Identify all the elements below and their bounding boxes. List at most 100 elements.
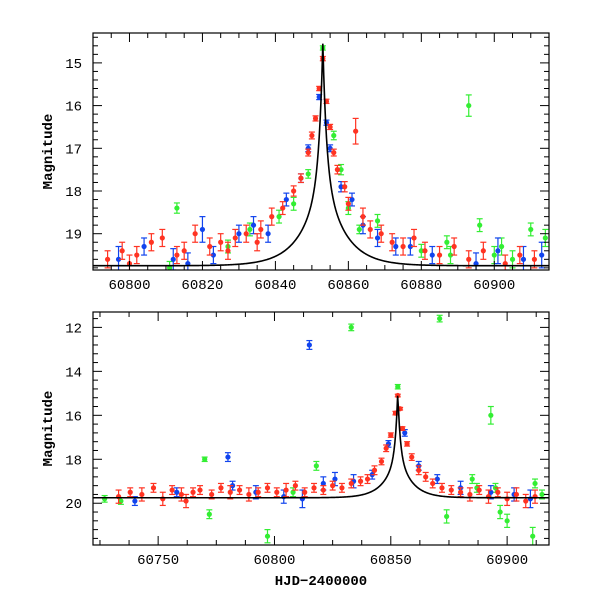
data-point bbox=[302, 489, 308, 495]
data-point bbox=[338, 167, 344, 173]
data-point bbox=[169, 487, 175, 493]
data-point bbox=[225, 248, 231, 254]
data-point bbox=[134, 252, 140, 258]
data-point bbox=[374, 218, 381, 224]
data-point bbox=[531, 256, 538, 262]
data-point bbox=[104, 256, 111, 262]
data-point bbox=[232, 235, 238, 241]
data-point bbox=[118, 498, 124, 504]
data-point bbox=[447, 252, 454, 258]
data-point bbox=[539, 491, 545, 498]
data-point bbox=[434, 476, 440, 482]
data-point bbox=[488, 412, 494, 418]
series-green bbox=[101, 314, 546, 545]
data-point bbox=[423, 474, 429, 480]
data-point bbox=[371, 467, 378, 473]
data-point bbox=[236, 231, 242, 237]
data-point bbox=[418, 248, 424, 254]
data-point bbox=[283, 487, 289, 493]
data-point bbox=[338, 184, 344, 190]
data-point bbox=[411, 235, 417, 241]
data-point bbox=[393, 243, 399, 250]
data-point bbox=[332, 476, 338, 482]
data-point bbox=[520, 256, 527, 262]
x-tick-label: 60840 bbox=[254, 278, 296, 294]
data-point bbox=[430, 480, 436, 487]
data-point bbox=[274, 489, 280, 495]
data-point bbox=[190, 489, 196, 495]
data-point bbox=[495, 489, 501, 495]
y-tick-label: 17 bbox=[65, 142, 82, 158]
data-point bbox=[246, 491, 252, 498]
data-point bbox=[436, 252, 443, 258]
data-point bbox=[327, 124, 333, 130]
y-tick-label: 14 bbox=[65, 365, 82, 381]
data-point bbox=[399, 425, 406, 432]
data-point bbox=[255, 489, 261, 495]
data-point bbox=[330, 483, 336, 489]
data-point bbox=[513, 491, 520, 498]
plot-frame bbox=[92, 311, 550, 546]
data-point bbox=[313, 463, 319, 469]
data-point bbox=[320, 480, 326, 487]
data-point bbox=[202, 456, 208, 462]
data-point bbox=[517, 252, 523, 258]
data-point bbox=[170, 256, 176, 262]
data-point bbox=[528, 226, 534, 233]
data-point bbox=[290, 489, 296, 495]
data-point bbox=[523, 498, 529, 504]
data-point bbox=[451, 243, 457, 250]
y-tick-label: 20 bbox=[65, 497, 82, 513]
data-point bbox=[378, 231, 384, 237]
data-point bbox=[495, 248, 501, 254]
data-point bbox=[504, 518, 510, 524]
y-tick-label: 18 bbox=[65, 185, 82, 201]
data-point bbox=[400, 243, 406, 250]
bottom-panel: 60750 60800 60850 60900 12 14 16 18 20 Magnitude H… bbox=[41, 311, 550, 590]
data-point bbox=[127, 489, 133, 495]
series-green bbox=[166, 45, 549, 270]
data-point bbox=[488, 489, 494, 495]
data-point bbox=[497, 509, 503, 515]
data-point bbox=[236, 487, 243, 493]
data-point bbox=[532, 480, 538, 487]
data-point bbox=[183, 498, 189, 504]
data-point bbox=[509, 256, 516, 262]
data-point bbox=[206, 511, 212, 517]
data-point bbox=[491, 252, 497, 258]
data-point bbox=[243, 231, 249, 237]
data-point bbox=[360, 214, 366, 220]
y-tick-label: 16 bbox=[65, 100, 82, 116]
data-point bbox=[345, 201, 351, 207]
data-point bbox=[265, 231, 271, 237]
data-point bbox=[264, 533, 271, 539]
data-point bbox=[357, 478, 364, 484]
data-point bbox=[291, 201, 297, 207]
data-point bbox=[207, 243, 213, 250]
top-panel: 60800 60820 60840 60860 60880 60900 15 16 17 18 19… bbox=[41, 32, 550, 294]
data-point bbox=[334, 167, 341, 173]
data-point bbox=[353, 128, 359, 134]
data-point bbox=[139, 491, 145, 498]
data-point bbox=[159, 235, 165, 241]
data-point bbox=[389, 239, 395, 245]
data-point bbox=[530, 533, 536, 539]
data-point bbox=[467, 491, 473, 498]
data-point bbox=[498, 243, 505, 250]
data-point bbox=[402, 430, 408, 436]
data-point bbox=[115, 256, 122, 262]
data-point bbox=[395, 384, 401, 390]
data-point bbox=[448, 487, 454, 493]
data-point bbox=[407, 243, 413, 250]
data-point bbox=[457, 489, 464, 495]
data-point bbox=[283, 196, 289, 203]
data-point bbox=[409, 454, 415, 460]
y-axis-label: Magnitude bbox=[41, 114, 57, 190]
data-point bbox=[209, 491, 215, 498]
data-point bbox=[539, 252, 545, 258]
data-point bbox=[444, 239, 450, 245]
data-point bbox=[364, 476, 371, 482]
data-point bbox=[388, 432, 394, 438]
data-point bbox=[292, 483, 299, 489]
